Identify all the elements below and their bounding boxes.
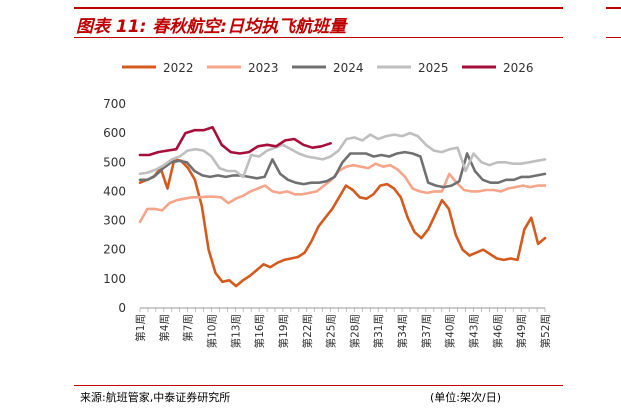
bottom-rule: [74, 385, 563, 386]
x-tick-label-8: 第25周: [325, 314, 338, 348]
title-rule-right: [606, 37, 621, 38]
y-tick-label-2: 200: [103, 243, 126, 257]
y-tick-label-0: 0: [118, 301, 126, 315]
x-tick-label-2: 第7周: [182, 314, 195, 342]
legend: 2022 2023 2024 2025 2026: [122, 61, 534, 75]
y-tick-label-7: 700: [103, 97, 126, 111]
series-line-2023: [138, 162, 547, 224]
legend-label-2026: 2026: [503, 61, 534, 75]
legend-label-2023: 2023: [248, 61, 279, 75]
source-note: 来源:航班管家,中泰证券研究所: [80, 391, 231, 404]
top-rule: [74, 7, 563, 9]
legend-label-2022: 2022: [163, 61, 194, 75]
x-tick-label-7: 第22周: [301, 314, 314, 348]
x-tick-label-14: 第43周: [468, 314, 481, 348]
y-tick-label-4: 400: [103, 184, 126, 198]
title-rule: [74, 37, 563, 38]
x-tick-label-4: 第13周: [229, 314, 242, 348]
x-tick-label-3: 第10周: [205, 314, 218, 348]
series-line-2022: [138, 158, 547, 288]
x-tick-label-5: 第16周: [253, 314, 266, 348]
x-tick-label-15: 第46周: [491, 314, 504, 348]
legend-label-2025: 2025: [418, 61, 449, 75]
x-tick-label-12: 第37周: [420, 314, 433, 348]
top-rule-right: [606, 7, 621, 9]
series-lines: [138, 126, 547, 288]
x-tick-label-11: 第34周: [396, 314, 409, 348]
figure-title: 图表 11: 春秋航空:日均执飞航班量: [76, 17, 347, 37]
x-tick-label-1: 第4周: [158, 314, 171, 342]
unit-note: (单位:架次/日): [430, 391, 501, 404]
series-line-2026: [138, 126, 332, 157]
x-tick-label-17: 第52周: [539, 314, 552, 348]
x-tick-label-9: 第28周: [348, 314, 361, 348]
x-tick-label-6: 第19周: [277, 314, 290, 348]
series-line-2024: [138, 150, 547, 189]
y-axis: 0 100 200 300 400 500 600 700: [103, 97, 126, 315]
x-tick-label-10: 第31周: [372, 314, 385, 348]
x-tick-label-16: 第49周: [515, 314, 528, 348]
x-tick-label-13: 第40周: [444, 314, 457, 348]
legend-label-2024: 2024: [333, 61, 364, 75]
x-axis: 第1周 第4周 第7周 第10周 第13周 第16周 第19周 第22周 第25周 第28周 第31…: [134, 307, 552, 348]
x-tick-label-0: 第1周: [134, 314, 147, 342]
y-tick-label-1: 100: [103, 272, 126, 286]
y-tick-label-6: 600: [103, 126, 126, 140]
y-tick-label-3: 300: [103, 214, 126, 228]
series-line-2025: [138, 131, 547, 179]
y-tick-label-5: 500: [103, 155, 126, 169]
